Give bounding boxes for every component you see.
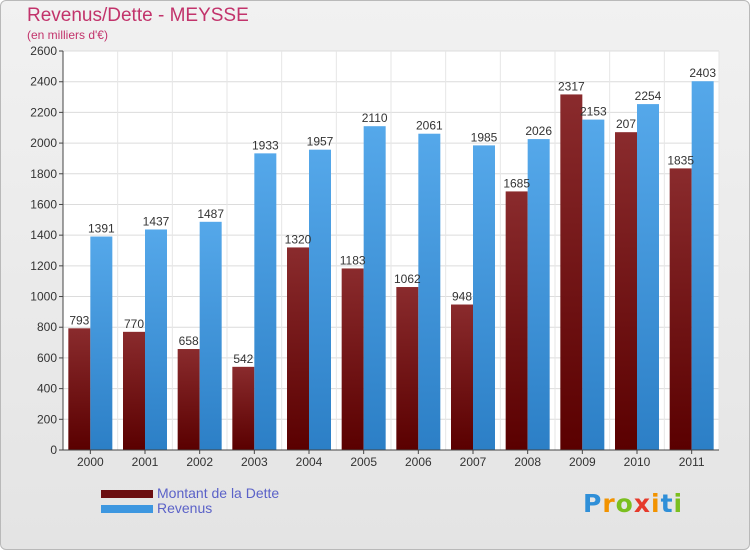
data-label-dette: 1835 bbox=[667, 153, 694, 167]
y-tick-label: 1200 bbox=[30, 259, 57, 273]
data-label-revenus: 2026 bbox=[525, 124, 552, 138]
bar-dette bbox=[560, 94, 583, 450]
data-label-revenus: 1391 bbox=[88, 222, 115, 236]
bar-dette bbox=[451, 304, 473, 450]
data-label-revenus: 1957 bbox=[307, 135, 334, 149]
data-label-revenus: 2061 bbox=[416, 119, 443, 133]
data-label-dette: 1685 bbox=[503, 176, 530, 190]
y-tick-label: 2200 bbox=[30, 105, 57, 119]
bar-dette bbox=[615, 132, 637, 450]
data-label-dette: 793 bbox=[69, 313, 89, 327]
bar-revenus bbox=[199, 221, 222, 450]
data-label-dette: 1183 bbox=[340, 253, 366, 267]
bar-dette bbox=[232, 366, 255, 450]
bar-revenus bbox=[145, 229, 167, 450]
bar-dette bbox=[505, 191, 528, 451]
data-label-dette: 658 bbox=[179, 334, 199, 348]
y-tick-label: 1400 bbox=[30, 228, 57, 242]
bar-revenus bbox=[527, 139, 550, 451]
data-label-dette: 1320 bbox=[285, 232, 312, 246]
legend-label-revenus: Revenus bbox=[157, 500, 213, 516]
bar-revenus bbox=[637, 104, 659, 451]
y-tick-label: 2400 bbox=[30, 75, 57, 89]
x-tick-label: 2011 bbox=[679, 455, 705, 469]
chart-subtitle: (en milliers d'€) bbox=[27, 28, 108, 42]
data-label-revenus: 1933 bbox=[252, 138, 279, 152]
x-tick-label: 2010 bbox=[624, 455, 651, 469]
bar-dette bbox=[341, 268, 364, 450]
x-tick-label: 2003 bbox=[241, 455, 268, 469]
x-tick-label: 2004 bbox=[296, 455, 323, 469]
bar-revenus bbox=[254, 153, 277, 451]
data-label-dette: 2317 bbox=[558, 79, 585, 93]
bar-dette bbox=[123, 331, 145, 450]
data-label-revenus: 2110 bbox=[362, 111, 388, 125]
y-tick-label: 800 bbox=[37, 320, 57, 334]
x-tick-label: 2006 bbox=[405, 455, 432, 469]
x-tick-label: 2005 bbox=[350, 455, 377, 469]
data-label-revenus: 1437 bbox=[143, 214, 170, 228]
bar-dette bbox=[177, 349, 200, 450]
data-label-dette: 542 bbox=[233, 352, 253, 366]
bar-revenus bbox=[691, 81, 714, 450]
bar-revenus bbox=[582, 119, 605, 451]
x-tick-label: 2002 bbox=[186, 455, 213, 469]
bar-dette bbox=[68, 328, 91, 450]
data-label-revenus: 2153 bbox=[580, 105, 607, 119]
y-tick-label: 1000 bbox=[30, 290, 57, 304]
x-tick-label: 2008 bbox=[514, 455, 541, 469]
y-tick-label: 200 bbox=[37, 412, 57, 426]
data-label-dette: 948 bbox=[452, 290, 472, 304]
y-tick-label: 400 bbox=[37, 382, 57, 396]
data-label-dette: 770 bbox=[124, 317, 144, 331]
data-label-revenus: 2254 bbox=[635, 89, 662, 103]
bar-dette bbox=[396, 287, 419, 450]
data-label-revenus: 1985 bbox=[471, 130, 498, 144]
bar-revenus bbox=[363, 126, 386, 450]
y-tick-label: 2600 bbox=[30, 44, 57, 58]
data-label-dette: 207 bbox=[616, 117, 636, 131]
bar-dette bbox=[669, 168, 692, 450]
bar-dette bbox=[287, 247, 309, 450]
y-tick-label: 2000 bbox=[30, 136, 57, 150]
data-label-dette: 1062 bbox=[394, 272, 421, 286]
y-tick-label: 1600 bbox=[30, 197, 57, 211]
chart-title: Revenus/Dette - MEYSSE bbox=[27, 5, 249, 26]
legend-swatch-dette bbox=[101, 490, 153, 498]
y-tick-label: 600 bbox=[37, 351, 57, 365]
bar-revenus bbox=[90, 236, 113, 450]
data-label-revenus: 2403 bbox=[689, 66, 716, 80]
bar-revenus bbox=[309, 149, 331, 450]
data-label-revenus: 1487 bbox=[197, 207, 224, 221]
bar-revenus bbox=[473, 145, 495, 450]
bar-revenus bbox=[418, 133, 441, 451]
y-tick-label: 1800 bbox=[30, 167, 57, 181]
x-tick-label: 2001 bbox=[132, 455, 159, 469]
y-tick-label: 0 bbox=[50, 443, 57, 457]
proxiti-logo: Proxiti bbox=[583, 489, 684, 518]
x-tick-label: 2007 bbox=[460, 455, 487, 469]
legend-label-dette: Montant de la Dette bbox=[157, 485, 280, 501]
legend-swatch-revenus bbox=[101, 505, 153, 513]
x-tick-label: 2000 bbox=[77, 455, 104, 469]
x-tick-label: 2009 bbox=[569, 455, 596, 469]
